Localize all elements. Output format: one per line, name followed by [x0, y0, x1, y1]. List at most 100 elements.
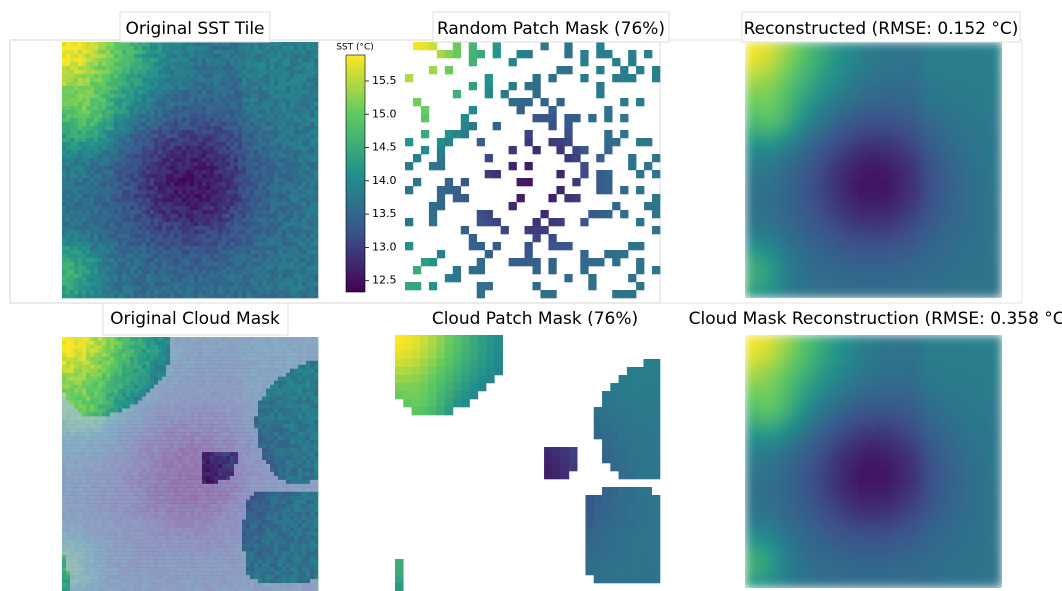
pixel	[122, 62, 126, 66]
pixel	[282, 102, 286, 106]
pixel	[146, 66, 150, 70]
pixel	[314, 278, 318, 282]
pixel	[98, 78, 102, 82]
pixel	[238, 278, 242, 282]
pixel	[102, 78, 106, 82]
pixel	[222, 42, 226, 46]
pixel	[66, 70, 70, 74]
pixel	[106, 242, 110, 246]
pixel	[142, 82, 146, 86]
pixel	[222, 138, 226, 142]
pixel	[246, 94, 250, 98]
pixel	[282, 58, 286, 62]
pixel	[142, 230, 146, 234]
pixel	[94, 66, 98, 70]
pixel	[286, 178, 290, 182]
pixel	[78, 50, 82, 54]
pixel	[174, 230, 178, 234]
pixel	[266, 198, 270, 202]
pixel	[154, 214, 158, 218]
pixel	[278, 78, 282, 82]
pixel	[66, 126, 70, 130]
pixel	[178, 154, 182, 158]
pixel	[793, 178, 801, 186]
pixel	[126, 94, 130, 98]
pixel	[226, 158, 230, 162]
pixel	[290, 146, 294, 150]
pixel	[202, 162, 206, 166]
pixel	[246, 178, 250, 182]
pixel	[202, 58, 206, 62]
pixel	[62, 130, 66, 134]
pixel	[310, 238, 314, 242]
pixel	[154, 70, 158, 74]
pixel	[178, 150, 182, 154]
pixel	[234, 90, 238, 94]
pixel	[182, 142, 186, 146]
pixel	[242, 238, 246, 242]
pixel	[238, 186, 242, 190]
pixel	[86, 274, 90, 278]
pixel	[202, 278, 206, 282]
pixel	[238, 130, 242, 134]
pixel	[206, 150, 210, 154]
pixel	[302, 46, 306, 50]
pixel	[270, 78, 274, 82]
pixel	[178, 258, 182, 262]
pixel	[154, 86, 158, 90]
pixel	[238, 194, 242, 198]
pixel	[66, 122, 70, 126]
pixel	[94, 98, 98, 102]
figure: Original SST Tile Random Patch Mask (76%…	[0, 0, 1062, 591]
pixel	[262, 190, 266, 194]
pixel	[202, 190, 206, 194]
pixel	[162, 170, 166, 174]
pixel	[110, 90, 114, 94]
pixel	[182, 214, 186, 218]
pixel	[890, 42, 898, 50]
pixel	[130, 90, 134, 94]
pixel	[206, 262, 210, 266]
pixel	[218, 194, 222, 198]
pixel	[286, 150, 290, 154]
pixel	[154, 234, 158, 238]
pixel	[954, 186, 962, 194]
pixel	[146, 110, 150, 114]
pixel	[314, 286, 318, 290]
pixel	[146, 278, 150, 282]
pixel	[306, 54, 310, 58]
pixel	[258, 218, 262, 222]
pixel	[298, 246, 302, 250]
pixel	[146, 222, 150, 226]
pixel	[134, 274, 138, 278]
pixel	[210, 98, 214, 102]
pixel	[250, 98, 254, 102]
pixel	[493, 218, 501, 226]
pixel	[198, 286, 202, 290]
pixel	[142, 270, 146, 274]
pixel	[186, 90, 190, 94]
pixel	[238, 262, 242, 266]
pixel	[194, 70, 198, 74]
pixel	[246, 118, 250, 122]
pixel	[190, 166, 194, 170]
pixel	[138, 266, 142, 270]
pixel	[178, 214, 182, 218]
pixel	[166, 154, 170, 158]
pixel	[258, 178, 262, 182]
pixel	[214, 194, 218, 198]
pixel	[82, 102, 86, 106]
pixel	[274, 126, 278, 130]
pixel	[134, 238, 138, 242]
pixel	[110, 86, 114, 90]
pixel	[282, 178, 286, 182]
pixel	[266, 202, 270, 206]
pixel	[250, 270, 254, 274]
pixel	[114, 290, 118, 294]
pixel	[290, 46, 294, 50]
pixel	[298, 234, 302, 238]
pixel	[226, 206, 230, 210]
pixel	[825, 162, 833, 170]
pixel	[817, 58, 825, 66]
pixel	[70, 82, 74, 86]
